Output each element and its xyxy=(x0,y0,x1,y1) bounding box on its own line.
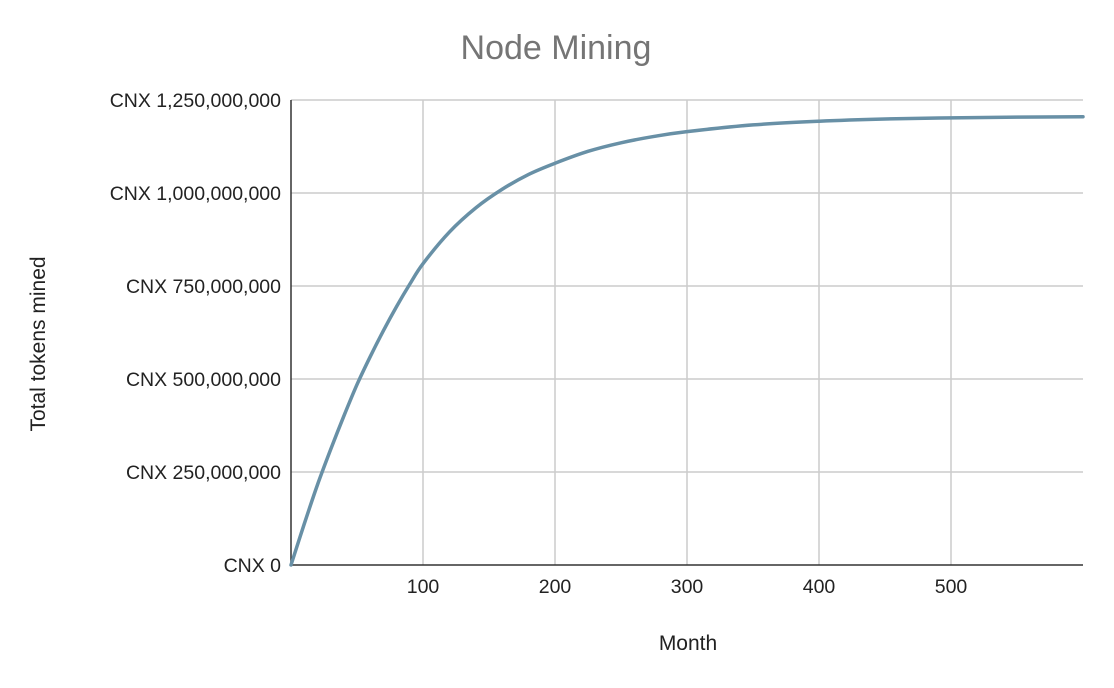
y-tick-label: CNX 750,000,000 xyxy=(126,276,281,298)
gridlines xyxy=(291,99,1083,565)
x-tick-label: 200 xyxy=(539,576,572,598)
x-tick-labels: 100 200 300 400 500 xyxy=(407,576,968,598)
x-tick-label: 100 xyxy=(407,576,440,598)
x-tick-label: 500 xyxy=(935,576,968,598)
y-tick-label: CNX 0 xyxy=(224,555,282,577)
x-axis-title: Month xyxy=(659,632,717,655)
y-tick-label: CNX 1,000,000,000 xyxy=(110,183,281,205)
axes xyxy=(290,100,1083,566)
y-tick-label: CNX 250,000,000 xyxy=(126,462,281,484)
series-layer xyxy=(289,114,1085,567)
x-tick-label: 300 xyxy=(671,576,704,598)
series-line xyxy=(289,114,1085,567)
y-axis-title: Total tokens mined xyxy=(27,256,50,431)
y-tick-labels: CNX 0 CNX 250,000,000 CNX 500,000,000 CNX 7… xyxy=(110,90,281,577)
y-tick-label: CNX 500,000,000 xyxy=(126,369,281,391)
y-tick-label: CNX 1,250,000,000 xyxy=(110,90,281,112)
x-tick-label: 400 xyxy=(803,576,836,598)
chart-title: Node Mining xyxy=(461,29,652,67)
